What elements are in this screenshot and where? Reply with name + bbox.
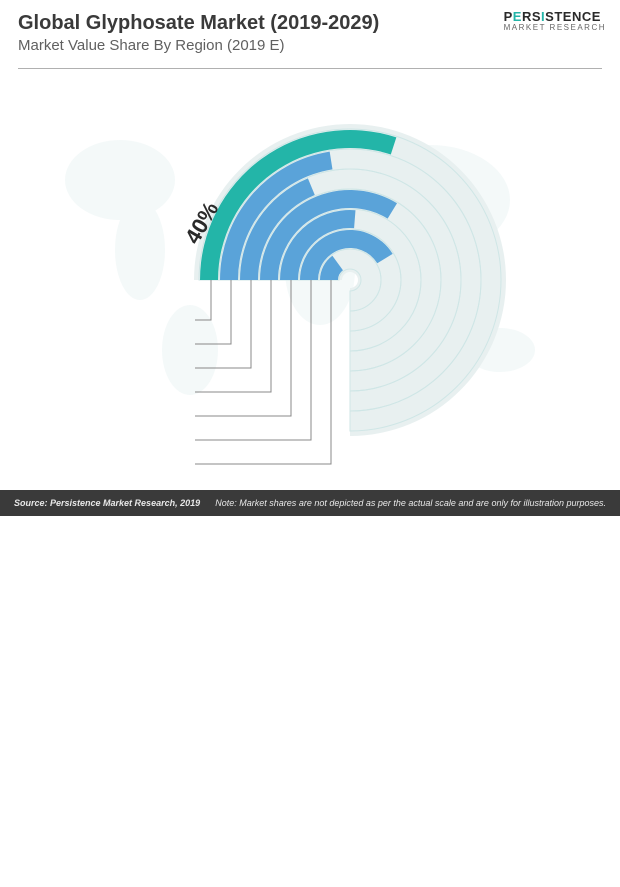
header-divider [18, 68, 602, 69]
footer-note: Note: Market shares are not depicted as … [215, 498, 606, 508]
logo-line2: MARKET RESEARCH [504, 24, 606, 32]
brand-logo: PERSISTENCE MARKET RESEARCH [504, 10, 606, 32]
leader-line [195, 280, 231, 344]
footer-source: Source: Persistence Market Research, 201… [14, 498, 200, 508]
footer: Source: Persistence Market Research, 201… [0, 490, 620, 516]
radial-chart: 40% East AsiaSouth AsiaMiddle East & Afr… [0, 70, 620, 480]
leader-line [195, 280, 291, 416]
chart-subtitle: Market Value Share By Region (2019 E) [18, 37, 602, 54]
leader-line [195, 280, 271, 392]
logo-line1: PERSISTENCE [504, 10, 606, 23]
radial-svg [0, 70, 620, 480]
leader-line [195, 280, 211, 320]
leader-line [195, 280, 251, 368]
